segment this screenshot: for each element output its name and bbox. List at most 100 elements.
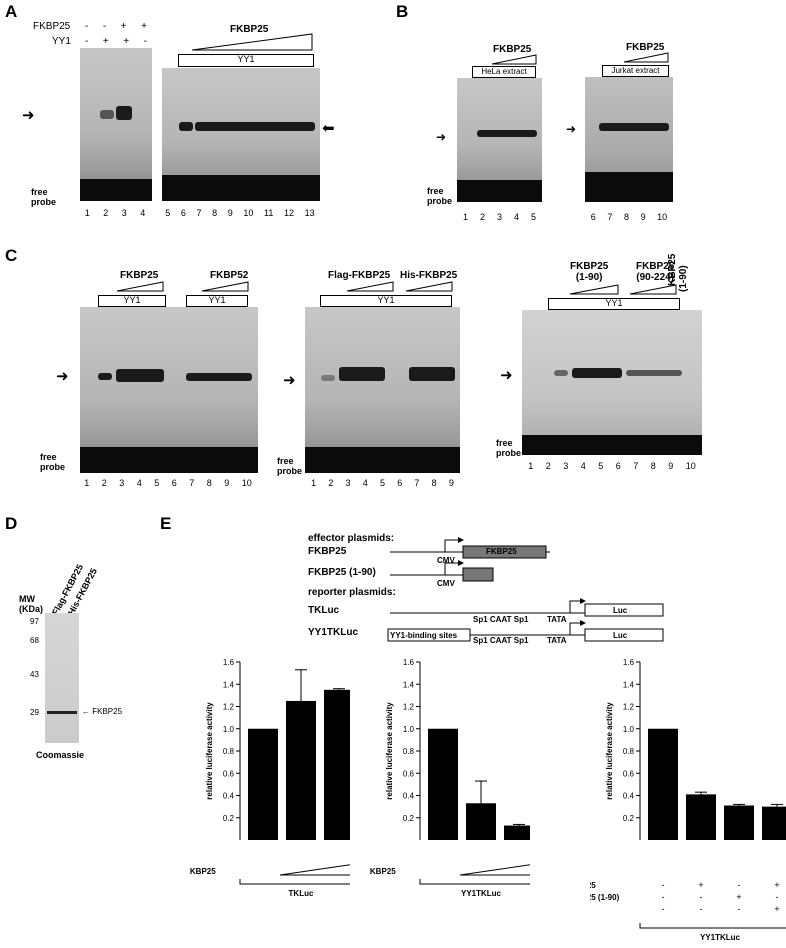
bar [648,728,678,840]
luc-label: Luc [613,631,628,640]
panel-label-c: C [5,246,18,265]
tata-label: TATA [547,636,567,645]
titration-wedge [191,33,313,51]
cmv-label: CMV [437,556,455,565]
row-label: FKBP25 (1-90) [590,893,620,902]
plasmid-diagram [387,537,664,642]
titration-wedge [346,281,394,292]
sign: - [738,880,741,890]
y-tick-label: 0.4 [403,792,415,801]
free-probe-band [585,172,673,202]
sign: + [141,21,147,32]
row-label-fkbp25: FKBP25 [33,21,71,32]
marker-68: 68 [30,636,39,645]
free-probe-band [80,179,152,201]
bar [504,825,530,840]
tata-label: TATA [547,615,567,624]
group-label: YY1TKLuc [700,933,741,942]
gel-band [116,106,132,120]
flag-fkbp25-label: Flag-FKBP25 [328,270,391,281]
fkbp25-1-90-label: FKBP25 (1-90) [570,261,609,283]
titration-wedge [629,284,677,295]
panel-label-e: E [160,514,172,533]
free-probe-band [162,175,320,201]
jurkat-extract-box: Jurkat extract [602,65,669,77]
free-probe-label: free probe [31,187,57,207]
effector-title: effector plasmids: [308,533,395,544]
reporter-title: reporter plasmids: [308,587,396,598]
cmv-label: CMV [437,579,455,588]
promoter-elements: Sp1 CAAT Sp1 [473,636,529,645]
marker-29: 29 [30,708,39,717]
titration-wedge [623,52,669,63]
marker-97: 97 [30,617,39,626]
effector-fkbp25-1-90-name: FKBP25 (1-90) [308,567,376,578]
sign: - [776,892,779,902]
bar [762,806,786,840]
bar [466,803,496,840]
gel-a-left [80,48,152,201]
free-probe-band [522,435,702,455]
sign: + [102,36,109,47]
free-probe-band [80,447,258,473]
yy1-sign-row: - + + - [85,36,147,47]
gel-b-right [585,77,673,202]
sign: - [738,904,741,914]
gel-band [179,122,193,131]
sign: - [700,904,703,914]
y-tick-label: 0.6 [623,769,635,778]
arrow-right-icon: ➜ [436,130,447,144]
gel-c3 [522,310,702,455]
free-probe-band [457,180,542,202]
y-tick-label: 0.6 [223,769,235,778]
titration-wedge [569,284,619,295]
y-tick-label: 1.4 [623,680,635,689]
fkbp25-label: FKBP25 [120,270,159,281]
yy1-box: YY1 [548,298,680,310]
bar [248,728,278,840]
titration-label: FKBP25 [230,24,269,35]
gel-band [572,368,622,378]
arrow-left-icon: ⬅ [322,120,335,137]
bar-chart-yy1tkluc-fk506: 0.2 0.4 0.6 0.8 1.0 1.2 1.4 1.6 relative lucifer… [590,658,786,942]
y-tick-label: 1.6 [223,658,235,667]
gel-band [477,130,537,137]
gel-band [116,369,164,382]
fkbp25-90-224-label: FKBP25 (90-224) [636,261,675,283]
mw-label: MW (KDa) [19,594,43,614]
fkbp52-label: FKBP52 [210,270,249,281]
arrow-right-icon: ➜ [22,107,35,124]
bar-chart-tkluc: 0.2 0.4 0.6 0.8 1.0 1.2 1.4 1.6 relative lucifer… [190,658,350,898]
bar [428,728,458,840]
row-label: FKBP25 [590,881,596,890]
promoter-elements: Sp1 CAAT Sp1 [473,615,529,624]
yy1-box: YY1 [98,295,166,307]
y-axis-label: relative luciferase activity [605,702,614,800]
y-tick-label: 0.8 [623,747,635,756]
y-tick-label: 0.4 [223,792,235,801]
gel-band [626,370,682,376]
y-tick-label: 1.0 [623,725,635,734]
y-tick-label: 0.4 [623,792,635,801]
y-tick-label: 1.4 [223,680,235,689]
yy1-sites-label: YY1-binding sites [390,631,458,640]
lane-numbers-c3: 1 2 3 4 5 6 7 8 9 10 [528,461,696,471]
row-label: FKBP25 [190,867,216,876]
sign: + [698,880,703,890]
panel-label-b: B [396,2,409,21]
sign: - [662,904,665,914]
titration-wedge [459,864,530,876]
y-tick-label: 1.6 [623,658,635,667]
group-label: YY1TKLuc [461,889,502,898]
sign: - [85,36,89,47]
sign: + [120,21,127,32]
y-tick-label: 1.6 [403,658,415,667]
hela-extract-box: HeLa extract [472,66,536,78]
fkbp25-sign-row: - - + + [85,21,147,32]
y-tick-label: 1.0 [223,725,235,734]
arrow-right-icon: ➜ [283,372,296,389]
y-tick-label: 0.2 [623,814,635,823]
bar [324,689,350,840]
y-tick-label: 0.8 [223,747,235,756]
